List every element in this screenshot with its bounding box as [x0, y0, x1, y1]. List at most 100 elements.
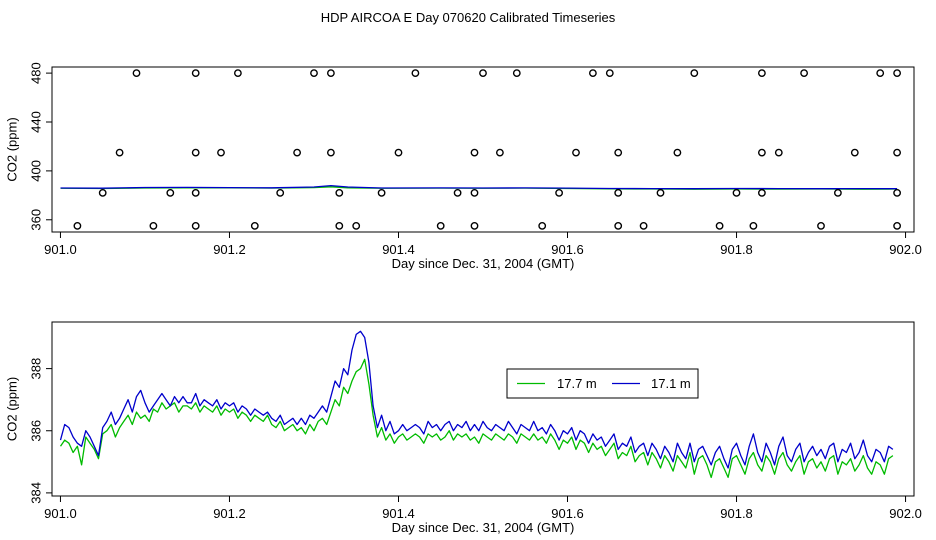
data-point	[250, 221, 259, 230]
data-point	[512, 69, 521, 78]
data-point	[326, 148, 335, 157]
data-point	[377, 188, 386, 197]
legend-label-17-7m: 17.7 m	[557, 376, 597, 391]
data-point	[352, 221, 361, 230]
x-tick-label: 901.6	[551, 506, 584, 521]
data-point	[572, 148, 580, 157]
legend: 17.7 m 17.1 m	[506, 368, 699, 399]
data-point	[470, 221, 479, 230]
y-tick-label: 480	[29, 62, 44, 84]
x-tick-label: 901.2	[213, 242, 246, 257]
data-point	[876, 69, 885, 78]
x-tick-label: 901.6	[551, 242, 584, 257]
data-point	[758, 188, 766, 197]
data-point	[436, 221, 445, 230]
data-point	[217, 148, 225, 157]
legend-label-17-1m: 17.1 m	[651, 376, 691, 391]
data-point	[470, 148, 479, 157]
x-tick-label: 902.0	[889, 242, 922, 257]
data-point	[326, 69, 335, 78]
data-point	[893, 69, 901, 78]
figure-title: HDP AIRCOA E Day 070620 Calibrated Times…	[321, 10, 616, 25]
data-point	[191, 188, 200, 197]
data-point	[495, 148, 504, 157]
data-point	[233, 69, 242, 78]
x-tick-label: 901.2	[213, 506, 246, 521]
y-axis-label: CO2 (ppm)	[5, 117, 20, 181]
data-marks	[60, 69, 901, 230]
data-point	[555, 188, 563, 197]
data-point	[73, 221, 82, 230]
y-tick-label: 384	[29, 482, 44, 504]
y-tick-label: 388	[29, 358, 44, 380]
x-tick-label: 901.4	[382, 242, 415, 257]
data-point	[774, 148, 783, 157]
data-point	[191, 221, 200, 230]
data-point	[115, 148, 124, 157]
x-tick-label: 901.8	[720, 506, 753, 521]
x-axis: 901.0 901.2 901.4 901.6 901.8 902.0	[44, 496, 922, 521]
data-point	[538, 221, 547, 230]
data-point	[758, 148, 766, 157]
series-line-1	[60, 184, 898, 190]
data-point	[335, 188, 344, 197]
x-axis-label: Day since Dec. 31, 2004 (GMT)	[392, 520, 575, 535]
x-axis-label: Day since Dec. 31, 2004 (GMT)	[392, 256, 575, 271]
y-axis-label: CO2 (ppm)	[5, 377, 20, 441]
x-axis: 901.0 901.2 901.4 901.6 901.8 902.0	[44, 232, 922, 257]
plot-frame	[51, 66, 915, 233]
y-tick-label: 400	[29, 160, 44, 182]
data-point	[453, 188, 462, 197]
x-tick-label: 902.0	[889, 506, 922, 521]
data-point	[834, 188, 842, 197]
data-point	[614, 188, 623, 197]
data-point	[149, 221, 158, 230]
data-point	[656, 188, 665, 197]
data-point	[715, 221, 724, 230]
data-point	[614, 148, 623, 157]
y-tick-label: 440	[29, 111, 44, 133]
data-point	[605, 69, 614, 78]
data-point	[749, 221, 758, 230]
data-point	[817, 221, 825, 230]
data-point	[758, 69, 766, 78]
data-point	[479, 69, 487, 78]
data-point	[690, 69, 699, 78]
x-tick-label: 901.4	[382, 506, 415, 521]
data-point	[335, 221, 344, 230]
y-tick-label: 360	[29, 209, 44, 231]
data-point	[191, 69, 200, 78]
y-tick-label: 386	[29, 420, 44, 442]
data-point	[394, 148, 403, 157]
data-point	[893, 148, 901, 157]
data-marks	[59, 330, 894, 479]
data-point	[276, 188, 285, 197]
data-point	[411, 69, 420, 78]
data-point	[673, 148, 682, 157]
data-point	[293, 148, 301, 157]
data-point	[132, 69, 141, 78]
data-point	[614, 221, 623, 230]
line-panel: 901.0 901.2 901.4 901.6 901.8 902.0 384 386 388…	[5, 321, 922, 535]
data-point	[893, 221, 901, 230]
data-point	[893, 188, 901, 197]
data-point	[470, 188, 479, 197]
data-point	[191, 148, 200, 157]
x-tick-label: 901.0	[44, 506, 77, 521]
data-point	[639, 221, 648, 230]
data-point	[98, 188, 107, 197]
data-point	[800, 69, 808, 78]
data-point	[310, 69, 318, 78]
series-line-0	[59, 358, 894, 479]
data-point	[850, 148, 859, 157]
plot-frame	[51, 321, 915, 497]
x-tick-label: 901.8	[720, 242, 753, 257]
y-axis: 384 386 388	[29, 358, 52, 504]
series-line-1	[59, 330, 894, 469]
data-point	[732, 188, 741, 197]
scatter-panel: 901.0 901.2 901.4 901.6 901.8 902.0 360 400 440…	[5, 62, 922, 271]
data-point	[166, 188, 175, 197]
data-point	[589, 69, 597, 78]
y-axis: 360 400 440 480	[29, 62, 52, 231]
